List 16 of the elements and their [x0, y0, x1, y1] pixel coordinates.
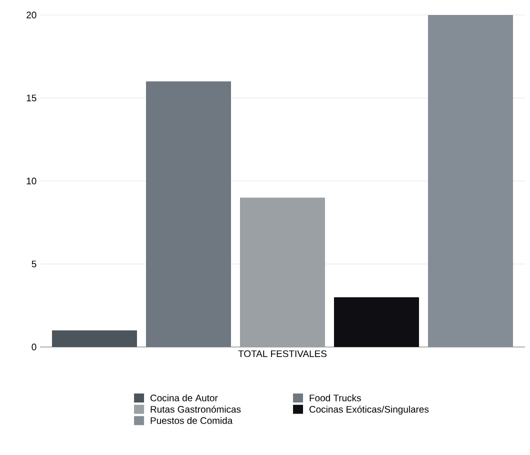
- y-tick-label: 20: [26, 12, 36, 18]
- bar: [428, 15, 514, 347]
- legend-label: Rutas Gastronómicas: [150, 406, 241, 413]
- bar: [240, 198, 326, 347]
- y-tick-label: 10: [26, 178, 36, 184]
- y-tick-label: 5: [32, 260, 36, 268]
- bar: [146, 81, 231, 347]
- legend-label: Cocinas Exóticas/Singulares: [310, 406, 429, 415]
- legend-label: Food Trucks: [310, 394, 361, 402]
- y-tick-label: 0: [32, 344, 36, 350]
- bar: [52, 330, 137, 347]
- bar: [334, 297, 420, 347]
- x-tick-label: TOTAL FESTIVALES: [238, 350, 327, 358]
- y-tick-label: 15: [26, 94, 36, 102]
- legend-label: Puestos de Comida: [150, 416, 233, 424]
- legend-label: Cocina de Autor: [150, 394, 218, 402]
